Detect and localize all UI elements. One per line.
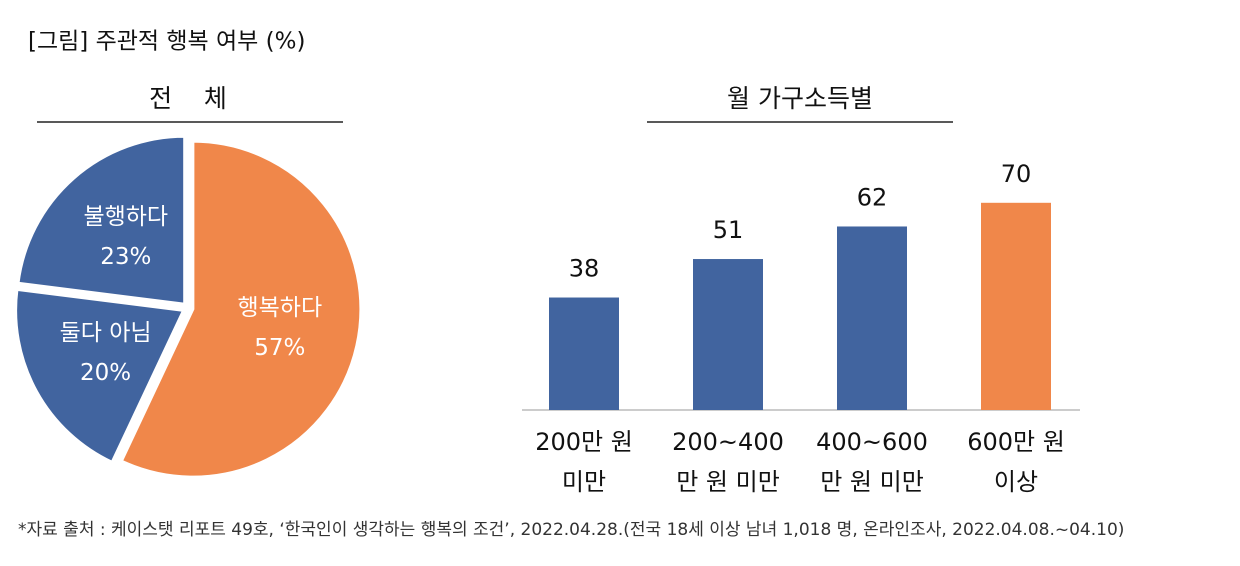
x-tick-label: 600만 원 이상 xyxy=(967,428,1065,496)
x-tick-label: 200만 원 미만 xyxy=(535,428,633,496)
bar xyxy=(549,297,619,410)
bar xyxy=(837,226,907,410)
pie-slice xyxy=(119,139,363,479)
bar xyxy=(693,259,763,410)
figure-title: [그림] 주관적 행복 여부 (%) xyxy=(28,29,305,55)
bar-title: 월 가구소득별 xyxy=(727,84,873,113)
slice-label: 불행하다 xyxy=(83,204,168,230)
slice-value: 57% xyxy=(254,335,305,361)
x-tick-label: 400~600 만 원 미만 xyxy=(816,428,928,496)
bar-value: 70 xyxy=(1001,160,1032,188)
pie-slice xyxy=(14,287,186,465)
pie-slice xyxy=(16,134,187,306)
x-tick-label: 200~400 만 원 미만 xyxy=(672,428,784,496)
slice-label: 행복하다 xyxy=(237,295,322,321)
source-note: *자료 출처 : 케이스탯 리포트 49호, ‘한국인이 생각하는 행복의 조건… xyxy=(18,520,1124,540)
slice-value: 23% xyxy=(100,244,151,270)
pie-title: 전 체 xyxy=(149,84,227,113)
slice-label: 둘다 아님 xyxy=(60,320,152,346)
slice-value: 20% xyxy=(80,360,131,386)
bar-value: 62 xyxy=(857,183,888,211)
bar-value: 51 xyxy=(713,216,744,244)
bar-value: 38 xyxy=(569,255,600,283)
bar xyxy=(981,202,1051,410)
